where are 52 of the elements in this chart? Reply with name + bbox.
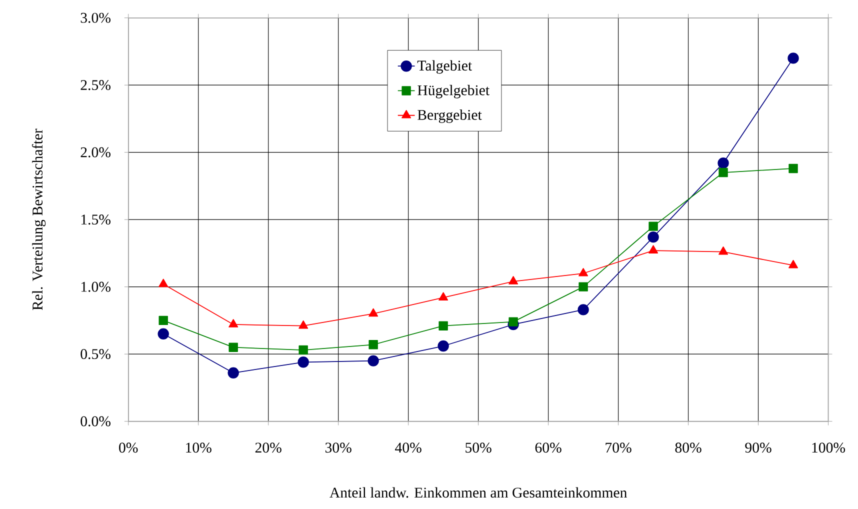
point <box>718 168 728 178</box>
point <box>578 268 588 277</box>
point <box>648 245 658 254</box>
point <box>508 276 518 285</box>
x-tick-label: 30% <box>325 442 352 453</box>
y-tick-label: 2.5% <box>80 80 110 90</box>
y-tick-label: 1.0% <box>81 282 110 292</box>
point <box>438 292 448 301</box>
x-axis-title: Anteil landw. Einkommen am Gesamteinkommen <box>330 487 627 498</box>
point <box>578 304 589 316</box>
point <box>298 356 309 368</box>
point <box>648 232 659 243</box>
y-tick-label: 2.0% <box>80 148 110 158</box>
x-tick-label: 80% <box>675 442 702 453</box>
point <box>648 222 658 232</box>
point <box>788 52 799 64</box>
legend-label: Hügelgebiet <box>418 85 490 99</box>
point <box>718 158 729 169</box>
point <box>578 282 588 292</box>
point <box>438 340 449 352</box>
point <box>298 320 308 329</box>
point <box>788 260 798 268</box>
x-tick-label: 50% <box>466 442 492 453</box>
point <box>158 328 169 340</box>
point <box>158 278 168 288</box>
point <box>718 246 728 256</box>
point <box>368 340 378 350</box>
x-tick-label: 90% <box>745 442 772 453</box>
x-tick-label: 10% <box>186 442 212 453</box>
point <box>298 346 308 355</box>
point <box>368 308 378 317</box>
x-tick-label: 40% <box>395 442 422 453</box>
point <box>788 164 798 174</box>
x-tick-label: 60% <box>535 442 562 453</box>
y-tick-label: 3.0% <box>80 13 110 24</box>
y-tick-label: 0.5% <box>80 349 110 360</box>
x-tick-label: 100% <box>812 442 846 453</box>
y-tick-label: 1.5% <box>81 214 110 225</box>
x-tick-label: 0% <box>119 442 138 453</box>
x-tick-label: 70% <box>606 442 632 453</box>
y-axis-title: Rel. Verteilung Bewirtschafter <box>32 129 46 310</box>
point <box>438 321 448 331</box>
point <box>228 342 238 352</box>
legend-label: Berggebiet <box>418 110 482 124</box>
point <box>508 317 518 327</box>
point <box>228 319 238 328</box>
x-tick-label: 20% <box>255 442 282 453</box>
y-tick-label: 0.0% <box>80 416 110 427</box>
legend-label: Talgebiet <box>417 60 472 74</box>
point <box>368 355 379 367</box>
point <box>158 316 168 326</box>
point <box>228 368 239 379</box>
